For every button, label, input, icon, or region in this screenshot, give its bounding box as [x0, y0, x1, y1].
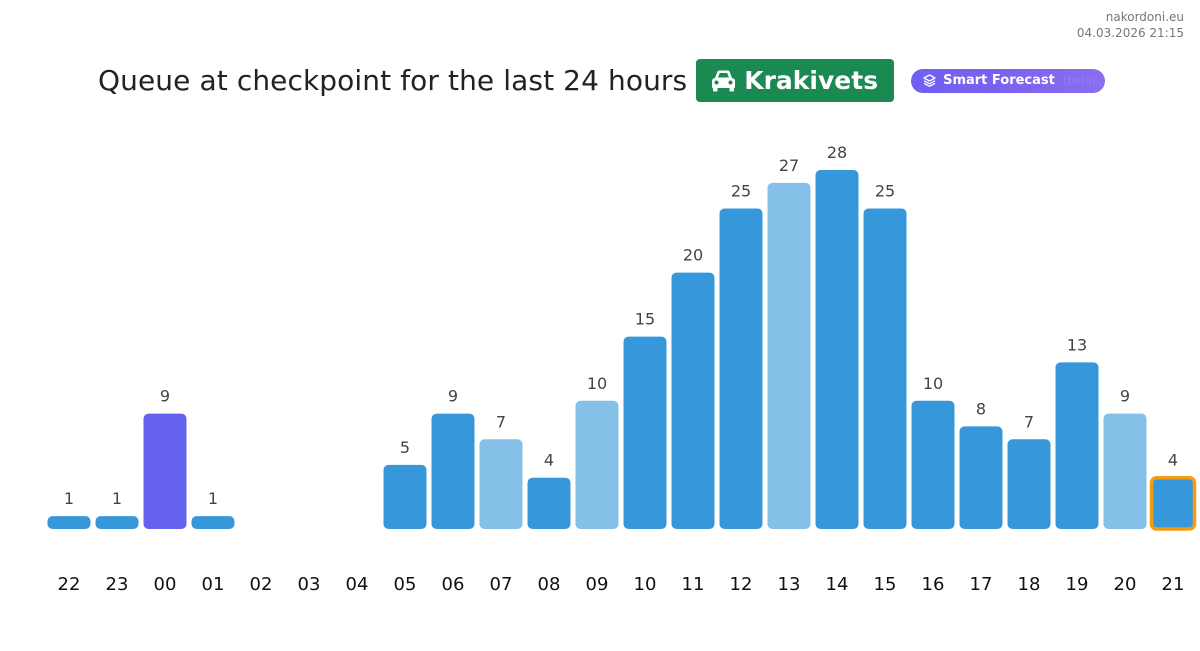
- x-tick-14: 14: [826, 574, 849, 595]
- bar-16[interactable]: [911, 400, 955, 529]
- x-tick-02: 02: [250, 574, 273, 595]
- bar-10[interactable]: [623, 336, 667, 529]
- x-tick-15: 15: [874, 574, 897, 595]
- x-tick-11: 11: [682, 574, 705, 595]
- x-tick-13: 13: [778, 574, 801, 595]
- x-tick-03: 03: [298, 574, 321, 595]
- x-tick-19: 19: [1066, 574, 1089, 595]
- x-tick-01: 01: [202, 574, 225, 595]
- bar-12[interactable]: [719, 208, 763, 529]
- x-tick-04: 04: [346, 574, 369, 595]
- value-label-08: 4: [544, 451, 554, 470]
- x-tick-00: 00: [154, 574, 177, 595]
- value-label-10: 15: [635, 310, 655, 329]
- x-tick-09: 09: [586, 574, 609, 595]
- x-tick-23: 23: [106, 574, 129, 595]
- bar-06[interactable]: [431, 413, 475, 529]
- value-label-13: 27: [779, 156, 799, 175]
- layers-icon: [923, 74, 936, 87]
- bar-19[interactable]: [1055, 362, 1099, 529]
- value-label-11: 20: [683, 246, 703, 265]
- car-icon: [712, 70, 736, 92]
- bar-01[interactable]: [191, 516, 235, 529]
- bar-22[interactable]: [47, 516, 91, 529]
- bar-00[interactable]: [143, 413, 187, 529]
- value-label-09: 10: [587, 374, 607, 393]
- value-label-01: 1: [208, 489, 218, 508]
- smart-forecast-tag: (beta): [1062, 74, 1097, 87]
- checkpoint-name: Krakivets: [744, 66, 879, 95]
- chart-header: Queue at checkpoint for the last 24 hour…: [98, 59, 1106, 102]
- value-label-20: 9: [1120, 387, 1130, 406]
- bar-05[interactable]: [383, 464, 427, 529]
- value-label-18: 7: [1024, 412, 1034, 431]
- value-label-21: 4: [1168, 451, 1178, 470]
- site-name: nakordoni.eu: [1105, 10, 1184, 24]
- bar-14[interactable]: [815, 170, 859, 529]
- meta-info: nakordoni.eu 04.03.2026 21:15: [1077, 9, 1184, 41]
- value-label-06: 9: [448, 387, 458, 406]
- value-label-22: 1: [64, 489, 74, 508]
- x-tick-12: 12: [730, 574, 753, 595]
- chart-title: Queue at checkpoint for the last 24 hour…: [98, 64, 688, 97]
- x-tick-17: 17: [970, 574, 993, 595]
- value-label-19: 13: [1067, 335, 1087, 354]
- value-label-23: 1: [112, 489, 122, 508]
- x-tick-16: 16: [922, 574, 945, 595]
- bar-21[interactable]: [1149, 475, 1197, 531]
- checkpoint-badge[interactable]: Krakivets: [696, 59, 895, 102]
- smart-forecast-button[interactable]: Smart Forecast (beta): [911, 68, 1106, 93]
- x-tick-20: 20: [1114, 574, 1137, 595]
- bar-18[interactable]: [1007, 439, 1051, 529]
- x-tick-05: 05: [394, 574, 417, 595]
- timestamp: 04.03.2026 21:15: [1076, 26, 1184, 40]
- value-label-05: 5: [400, 438, 410, 457]
- x-tick-18: 18: [1018, 574, 1041, 595]
- value-label-14: 28: [827, 143, 847, 162]
- bar-23[interactable]: [95, 516, 139, 529]
- x-tick-10: 10: [634, 574, 657, 595]
- bar-20[interactable]: [1103, 413, 1147, 529]
- bar-13[interactable]: [767, 182, 811, 530]
- value-label-12: 25: [731, 181, 751, 200]
- bar-09[interactable]: [575, 400, 619, 529]
- x-tick-22: 22: [58, 574, 81, 595]
- bar-08[interactable]: [527, 477, 571, 529]
- x-tick-06: 06: [442, 574, 465, 595]
- bar-15[interactable]: [863, 208, 907, 529]
- value-label-00: 9: [160, 387, 170, 406]
- value-label-15: 25: [875, 181, 895, 200]
- value-label-16: 10: [923, 374, 943, 393]
- value-label-07: 7: [496, 412, 506, 431]
- bar-17[interactable]: [959, 426, 1003, 529]
- bar-07[interactable]: [479, 439, 523, 529]
- x-tick-07: 07: [490, 574, 513, 595]
- smart-forecast-label: Smart Forecast: [943, 73, 1055, 88]
- bar-11[interactable]: [671, 272, 715, 529]
- value-label-17: 8: [976, 399, 986, 418]
- x-tick-08: 08: [538, 574, 561, 595]
- x-tick-21: 21: [1162, 574, 1185, 595]
